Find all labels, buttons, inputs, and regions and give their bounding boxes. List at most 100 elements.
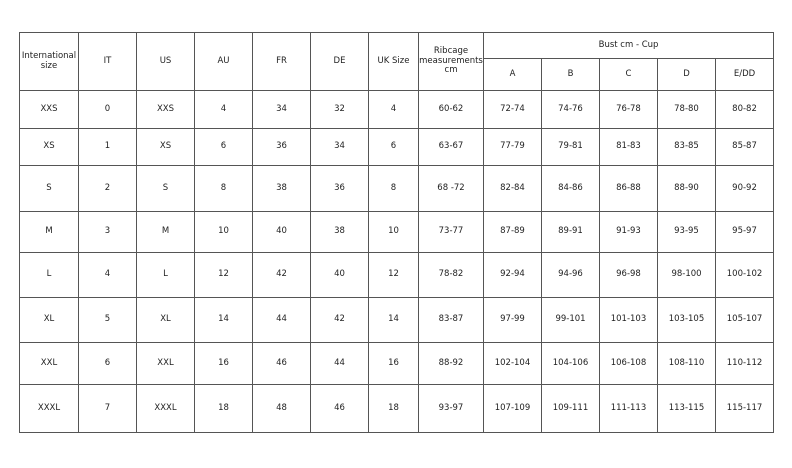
table-cell: 68 -72	[418, 165, 484, 212]
table-cell: 34	[252, 90, 311, 129]
table-cell: 4	[78, 252, 137, 298]
table-cell: 18	[194, 384, 253, 433]
table-cell: 5	[78, 297, 137, 343]
table-cell: 44	[252, 297, 311, 343]
table-cell: 99-101	[541, 297, 600, 343]
header-cup-b: B	[541, 58, 600, 91]
table-cell: 108-110	[657, 342, 716, 385]
table-cell: 38	[310, 211, 369, 253]
table-cell: 10	[194, 211, 253, 253]
header-row: International size IT US AU FR DE UK Siz…	[19, 32, 775, 91]
table-cell: 12	[368, 252, 419, 298]
table-cell: 16	[368, 342, 419, 385]
header-cup-e-dd: E/DD	[714, 58, 775, 91]
table-cell: 83-87	[418, 297, 484, 343]
header-bust: Bust cm - Cup	[482, 32, 775, 59]
header-ribcage: Ribcage measurements cm	[418, 32, 484, 91]
table-cell: 14	[194, 297, 253, 343]
table-cell: 48	[252, 384, 311, 433]
table-cell: 90-92	[714, 165, 775, 212]
table-cell: 36	[252, 128, 311, 166]
table-cell: XXL	[19, 342, 79, 385]
table-cell: 8	[194, 165, 253, 212]
table-cell: 86-88	[599, 165, 658, 212]
table-cell: 102-104	[483, 342, 542, 385]
table-cell: 111-113	[599, 384, 658, 433]
table-cell: 106-108	[599, 342, 658, 385]
table-cell: 89-91	[541, 211, 600, 253]
table-cell: 97-99	[483, 297, 542, 343]
table-cell: 46	[252, 342, 311, 385]
table-cell: 93-95	[657, 211, 716, 253]
table-cell: 109-111	[541, 384, 600, 433]
table-cell: 95-97	[714, 211, 775, 253]
table-cell: 107-109	[483, 384, 542, 433]
table-cell: 16	[194, 342, 253, 385]
table-row: XS 1 XS 6 36 34 6 63-67 77-79 79-81 81-83 83-85 85-8…	[19, 128, 775, 166]
table-cell: XXS	[19, 90, 79, 129]
table-row: XXS 0 XXS 4 34 32 4 60-62 72-74 74-76 76-78 78-80 80…	[19, 90, 775, 129]
table-cell: 6	[368, 128, 419, 166]
header-au: AU	[194, 32, 253, 91]
table-cell: 44	[310, 342, 369, 385]
table-cell: M	[136, 211, 195, 253]
table-cell: 83-85	[657, 128, 716, 166]
table-cell: 6	[78, 342, 137, 385]
table-cell: 98-100	[657, 252, 716, 298]
table-cell: XL	[136, 297, 195, 343]
table-row: L 4 L 12 42 40 12 78-82 92-94 94-96 96-98 98-100 100…	[19, 252, 775, 298]
cup-header-row: A B C D E/DD	[20, 58, 775, 91]
table-cell: 42	[310, 297, 369, 343]
table-row: XXL 6 XXL 16 46 44 16 88-92 102-104 104-106 106-10…	[19, 342, 775, 385]
table-cell: 72-74	[483, 90, 542, 129]
table-cell: 34	[310, 128, 369, 166]
table-cell: 4	[194, 90, 253, 129]
table-cell: M	[19, 211, 79, 253]
table-cell: 1	[78, 128, 137, 166]
table-cell: 73-77	[418, 211, 484, 253]
table-cell: XXXL	[19, 384, 79, 433]
table-cell: 96-98	[599, 252, 658, 298]
table-cell: 60-62	[418, 90, 484, 129]
table-cell: 76-78	[599, 90, 658, 129]
table-cell: 40	[310, 252, 369, 298]
table-cell: 115-117	[714, 384, 775, 433]
table-cell: 100-102	[714, 252, 775, 298]
table-cell: XS	[136, 128, 195, 166]
table-cell: 12	[194, 252, 253, 298]
table-cell: 10	[368, 211, 419, 253]
table-cell: S	[19, 165, 79, 212]
header-cup-c: C	[599, 58, 658, 91]
table-cell: 32	[310, 90, 369, 129]
table-cell: 40	[252, 211, 311, 253]
table-cell: XL	[19, 297, 79, 343]
table-cell: 91-93	[599, 211, 658, 253]
table-cell: 110-112	[714, 342, 775, 385]
size-chart-table: International size IT US AU FR DE UK Siz…	[19, 32, 775, 433]
table-cell: 103-105	[657, 297, 716, 343]
table-row: XXXL 7 XXXL 18 48 46 18 93-97 107-109 109-111 111-…	[19, 384, 775, 433]
table-cell: 74-76	[541, 90, 600, 129]
table-cell: L	[136, 252, 195, 298]
table-cell: 63-67	[418, 128, 484, 166]
table-cell: 2	[78, 165, 137, 212]
table-row: S 2 S 8 38 36 8 68 -72 82-84 84-86 86-88 88-90 90-92	[19, 165, 775, 212]
table-cell: S	[136, 165, 195, 212]
table-cell: 8	[368, 165, 419, 212]
table-cell: 85-87	[714, 128, 775, 166]
table-row: M 3 M 10 40 38 10 73-77 87-89 89-91 91-93 93-95 95-9…	[19, 211, 775, 253]
header-us: US	[136, 32, 195, 91]
table-cell: 80-82	[714, 90, 775, 129]
table-cell: 77-79	[483, 128, 542, 166]
table-cell: 82-84	[483, 165, 542, 212]
table-cell: 92-94	[483, 252, 542, 298]
header-fr: FR	[252, 32, 311, 91]
table-cell: 101-103	[599, 297, 658, 343]
table-row: XL 5 XL 14 44 42 14 83-87 97-99 99-101 101-103 103-…	[19, 297, 775, 343]
table-cell: 113-115	[657, 384, 716, 433]
table-cell: 84-86	[541, 165, 600, 212]
table-cell: 38	[252, 165, 311, 212]
table-cell: 87-89	[483, 211, 542, 253]
header-cup-d: D	[657, 58, 716, 91]
table-cell: 3	[78, 211, 137, 253]
